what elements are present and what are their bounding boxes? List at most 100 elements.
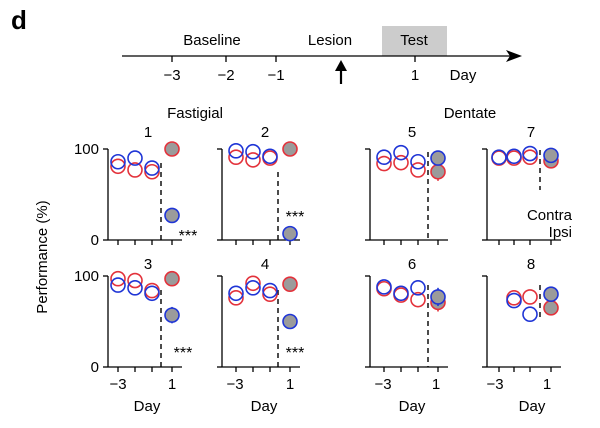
plot-1-ipsi-point-day-1: [144, 163, 160, 180]
plot-4-x-axis-label: Day: [251, 398, 278, 415]
plot-8-contra-point-day1: [543, 286, 559, 303]
plot-4-ipsi-point-day-2: [245, 275, 261, 292]
plot-3-contra-point-day-2: [127, 280, 143, 296]
timeline-test-label: Test: [400, 32, 428, 49]
plot-4-ipsi-point-day-1: [262, 286, 278, 303]
plot-5-contra-point-day-1: [410, 153, 426, 170]
plot-1-ipsi-point-day-3: [110, 158, 126, 175]
plot-3-contra-point-day-1: [144, 285, 160, 302]
timeline-lesion-label: Lesion: [308, 32, 352, 49]
plot-4-xtick-label: −3: [226, 376, 243, 393]
plot-3-ytick-label: 100: [74, 268, 99, 285]
timeline-tick-label: −2: [217, 67, 234, 84]
plot-1-contra-point-day1: [164, 207, 180, 224]
group-heading-fastigial: Fastigial: [167, 105, 223, 122]
plot-5-contra-point-day-2: [393, 144, 409, 161]
plot-title-2: 2: [261, 124, 269, 141]
plot-5-ipsi-point-day-2: [393, 154, 409, 171]
plot-3-ytick-label: 0: [91, 359, 99, 376]
plot-title-4: 4: [261, 256, 269, 273]
plot-3-ipsi-point-day-3: [110, 270, 126, 287]
plot-6-x-axis-label: Day: [399, 398, 426, 415]
plot-8-contra-point-day-1: [522, 306, 538, 323]
plot-3-x-axis-label: Day: [134, 398, 161, 415]
test-phase-box: [382, 26, 447, 56]
plot-4-xtick-label: 1: [286, 376, 294, 393]
plot-title-6: 6: [408, 256, 416, 273]
legend-contra: Contra: [527, 207, 573, 224]
plot-6-contra-point-day1: [430, 289, 446, 305]
plot-3-ipsi-point-day1: [164, 270, 180, 287]
y-axis-label: Performance (%): [34, 200, 51, 313]
plot-6-contra-point-day-3: [376, 279, 392, 295]
plot-8-xtick-label: 1: [543, 376, 551, 393]
timeline-day-label: Day: [450, 67, 477, 84]
plot-3-xtick-label: 1: [168, 376, 176, 393]
plot-1-ipsi-point-day-2: [127, 162, 143, 178]
plot-5-ipsi-point-day1: [430, 163, 446, 180]
plot-6-contra-point-day-1: [410, 280, 426, 296]
plot-7-contra-point-day1: [543, 147, 559, 164]
plot-4-ipsi-point-day1: [282, 276, 298, 292]
plot-1-ytick-label: 100: [74, 141, 99, 158]
plot-8-contra-point-day-2: [506, 292, 522, 309]
timeline: Baseline Lesion Test −3 −2 −1 1 Day: [122, 26, 522, 84]
plot-8-x-axis-label: Day: [519, 398, 546, 415]
plot-2-ipsi-point-day-3: [228, 149, 244, 165]
plot-1-ipsi-point-day1: [164, 141, 180, 157]
plot-8-ipsi-point-day-1: [522, 289, 538, 305]
plot-1-significance: ***: [179, 228, 198, 245]
plot-6-ipsi-point-day-1: [410, 291, 426, 308]
plot-4-contra-point-day-1: [262, 282, 278, 299]
plot-1-ytick-label: 0: [91, 232, 99, 249]
plot-2-contra-point-day-3: [228, 143, 244, 159]
plot-2-contra-point-day-2: [245, 143, 261, 160]
plot-8-xtick-label: −3: [486, 376, 503, 393]
plot-title-5: 5: [408, 124, 416, 141]
timeline-tick-label: 1: [411, 67, 419, 84]
plot-3-significance: ***: [174, 345, 193, 362]
plot-1-contra-point-day-1: [144, 160, 160, 176]
plot-4-ipsi-point-day-3: [228, 290, 244, 306]
plot-7-contra-point-day-2: [506, 148, 522, 165]
plot-6-contra-point-day-2: [393, 285, 409, 302]
plot-title-3: 3: [144, 256, 152, 273]
timeline-tick-label: −1: [267, 67, 284, 84]
timeline-baseline-label: Baseline: [183, 32, 241, 49]
plot-2-contra-point-day1: [282, 225, 298, 242]
plot-1-contra-point-day-2: [127, 150, 143, 166]
legend-ipsi: Ipsi: [549, 224, 572, 241]
plot-3-xtick-label: −3: [109, 376, 126, 393]
plot-5-contra-point-day-3: [376, 149, 392, 165]
plot-6-xtick-label: −3: [374, 376, 391, 393]
plot-4-significance: ***: [286, 345, 305, 362]
panel-label: d: [11, 5, 27, 35]
plot-1-contra-point-day-3: [110, 153, 126, 170]
plot-3-ipsi-point-day-2: [127, 272, 143, 289]
plot-7-ipsi-point-day-1: [522, 149, 538, 165]
plot-8-ipsi-point-day1: [543, 300, 559, 316]
plot-title-1: 1: [144, 124, 152, 141]
timeline-arrowhead-icon: [506, 50, 522, 62]
plot-2-significance: ***: [286, 209, 305, 226]
timeline-tick-label: −3: [163, 67, 180, 84]
up-arrow-icon: [335, 60, 347, 84]
plot-7-contra-point-day-1: [522, 145, 538, 162]
plot-4-contra-point-day-3: [228, 285, 244, 302]
plot-3-contra-point-day1: [164, 307, 180, 323]
plot-4-contra-point-day1: [282, 313, 298, 330]
plot-marks: [103, 141, 561, 372]
plot-title-8: 8: [527, 256, 535, 273]
plot-6-xtick-label: 1: [432, 376, 440, 393]
plot-title-7: 7: [527, 124, 535, 141]
plot-5-ipsi-point-day-3: [376, 155, 392, 172]
plot-2-ipsi-point-day1: [282, 141, 298, 157]
plot-5-ipsi-point-day-1: [410, 162, 426, 178]
plot-3-contra-point-day-3: [110, 277, 126, 293]
plot-2-ipsi-point-day-2: [245, 152, 261, 168]
plot-4-contra-point-day-2: [245, 280, 261, 296]
plot-7-contra-point-day-3: [491, 149, 507, 165]
plot-2-contra-point-day-1: [262, 148, 278, 165]
plot-5-contra-point-day1: [430, 150, 446, 166]
